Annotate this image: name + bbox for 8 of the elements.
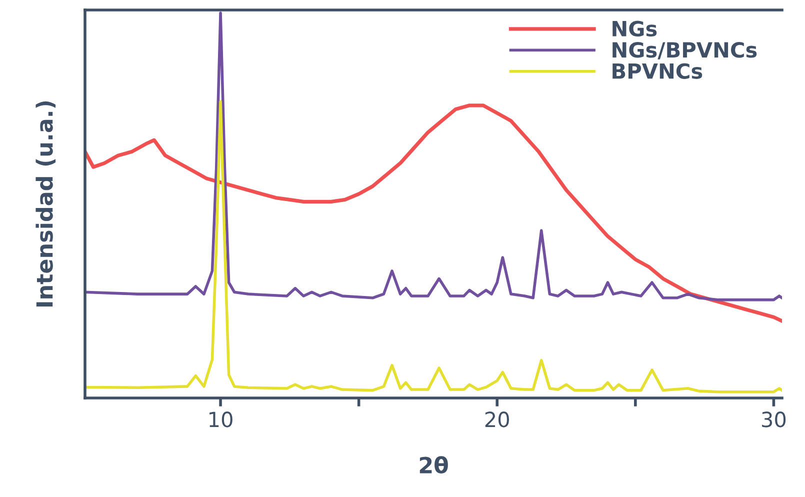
- y-axis-title: Intensidad (u.a.): [36, 101, 56, 306]
- legend-label: NGs: [612, 20, 657, 37]
- legend-label: BPVNCs: [612, 63, 702, 79]
- x-tick-label: 30: [762, 412, 786, 428]
- legend-label: NGs/BPVNCs: [612, 42, 757, 60]
- x-axis-title: 2θ: [420, 456, 448, 474]
- x-tick-label: 20: [485, 412, 509, 428]
- x-tick-label: 10: [210, 412, 232, 428]
